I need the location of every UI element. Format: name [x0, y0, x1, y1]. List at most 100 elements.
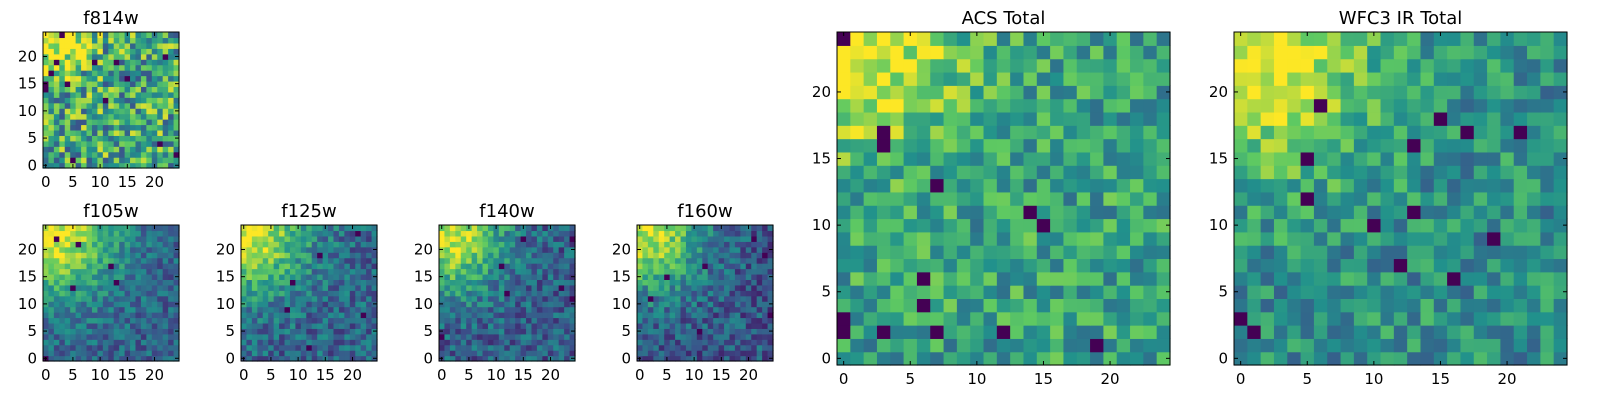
heatmap-cell — [460, 225, 467, 232]
heatmap-cell — [108, 241, 115, 248]
heatmap-cell — [466, 246, 473, 253]
heatmap-cell — [53, 328, 60, 335]
heatmap-cell — [756, 279, 763, 286]
heatmap-cell — [70, 80, 77, 87]
heatmap-cell — [349, 333, 356, 340]
heatmap-cell — [97, 108, 104, 115]
heatmap-cell — [135, 306, 142, 313]
heatmap-cell — [553, 284, 560, 291]
heatmap-cell — [1393, 325, 1408, 339]
heatmap-cell — [1130, 298, 1144, 313]
heatmap-cell — [360, 355, 367, 362]
heatmap-cell — [338, 230, 345, 237]
heatmap-cell — [1513, 178, 1528, 193]
heatmap-cell — [306, 273, 313, 280]
heatmap-cell — [553, 322, 560, 329]
heatmap-cell — [564, 268, 571, 275]
heatmap-cell — [64, 151, 71, 158]
heatmap-cell — [642, 301, 649, 308]
heatmap-cell — [1420, 178, 1435, 193]
heatmap-cell — [1420, 98, 1435, 113]
heatmap-cell — [124, 273, 131, 280]
heatmap-cell — [251, 235, 258, 242]
heatmap-cell — [130, 235, 137, 242]
heatmap-cell — [669, 317, 676, 324]
heatmap-cell — [466, 241, 473, 248]
heatmap-cell — [1234, 311, 1248, 326]
heatmap-cell — [1553, 45, 1568, 60]
heatmap-cell — [1513, 138, 1528, 153]
heatmap-cell — [767, 290, 774, 297]
heatmap-cell — [509, 306, 516, 313]
heatmap-cell — [1513, 45, 1528, 60]
heatmap-cell — [876, 231, 891, 246]
heatmap-cell — [1513, 71, 1528, 86]
heatmap-cell — [124, 151, 131, 158]
heatmap-cell — [1433, 271, 1448, 286]
heatmap-cell — [1023, 178, 1038, 193]
heatmap-cell — [97, 157, 104, 164]
heatmap-cell — [75, 48, 82, 55]
heatmap-cell — [102, 146, 109, 153]
heatmap-cell — [876, 325, 891, 339]
heatmap-cell — [1090, 231, 1104, 246]
heatmap-cell — [1103, 325, 1118, 339]
heatmap-cell — [664, 339, 671, 346]
heatmap-cell — [1500, 298, 1515, 313]
heatmap-cell — [1023, 325, 1038, 339]
heatmap-cell — [983, 311, 998, 326]
heatmap-cell — [1273, 58, 1288, 73]
heatmap-cell — [531, 317, 538, 324]
heatmap-cell — [1380, 258, 1395, 273]
heatmap-cell — [498, 252, 505, 259]
heatmap-cell — [91, 225, 98, 232]
heatmap-cell — [1234, 205, 1248, 220]
heatmap-cell — [930, 271, 945, 286]
heatmap-cell — [108, 225, 115, 232]
heatmap-cell — [531, 246, 538, 253]
heatmap-cell — [130, 157, 137, 164]
heatmap-cell — [970, 111, 985, 126]
panel-title: f125w — [281, 201, 336, 222]
heatmap-cell — [547, 268, 554, 275]
heatmap-cell — [311, 241, 318, 248]
heatmap-cell — [1513, 85, 1528, 100]
heatmap-cell — [1433, 32, 1448, 46]
heatmap-cell — [1407, 205, 1422, 220]
heatmap-cell — [1527, 298, 1541, 313]
heatmap-cell — [1380, 351, 1395, 366]
heatmap-cell — [289, 301, 296, 308]
heatmap-cell — [863, 298, 878, 313]
heatmap-cell — [1487, 271, 1501, 286]
heatmap-cell — [1553, 178, 1568, 193]
heatmap-cell — [86, 306, 93, 313]
heatmap-cell — [1036, 178, 1051, 193]
heatmap-cell — [113, 317, 120, 324]
heatmap-cell — [762, 344, 769, 351]
heatmap-cell — [569, 312, 576, 319]
heatmap-cell — [1300, 191, 1315, 206]
heatmap-cell — [669, 230, 676, 237]
heatmap-cell — [658, 355, 665, 362]
heatmap-cell — [146, 344, 153, 351]
heatmap-cell — [1460, 32, 1475, 46]
heatmap-cell — [531, 225, 538, 232]
heatmap-cell — [328, 312, 335, 319]
heatmap-cell — [168, 102, 175, 109]
heatmap-cell — [734, 306, 741, 313]
heatmap-cell — [509, 355, 516, 362]
heatmap-cell — [1327, 258, 1342, 273]
heatmap-cell — [850, 191, 865, 206]
heatmap-cell — [135, 279, 142, 286]
heatmap-cell — [756, 355, 763, 362]
heatmap-cell — [1513, 151, 1528, 166]
heatmap-cell — [1513, 218, 1528, 233]
heatmap-cell — [553, 273, 560, 280]
heatmap-cell — [251, 333, 258, 340]
heatmap-cell — [257, 290, 264, 297]
heatmap-cell — [740, 273, 747, 280]
heatmap-cell — [444, 333, 451, 340]
heatmap-cell — [691, 230, 698, 237]
heatmap-cell — [718, 252, 725, 259]
heatmap-cell — [1367, 325, 1382, 339]
